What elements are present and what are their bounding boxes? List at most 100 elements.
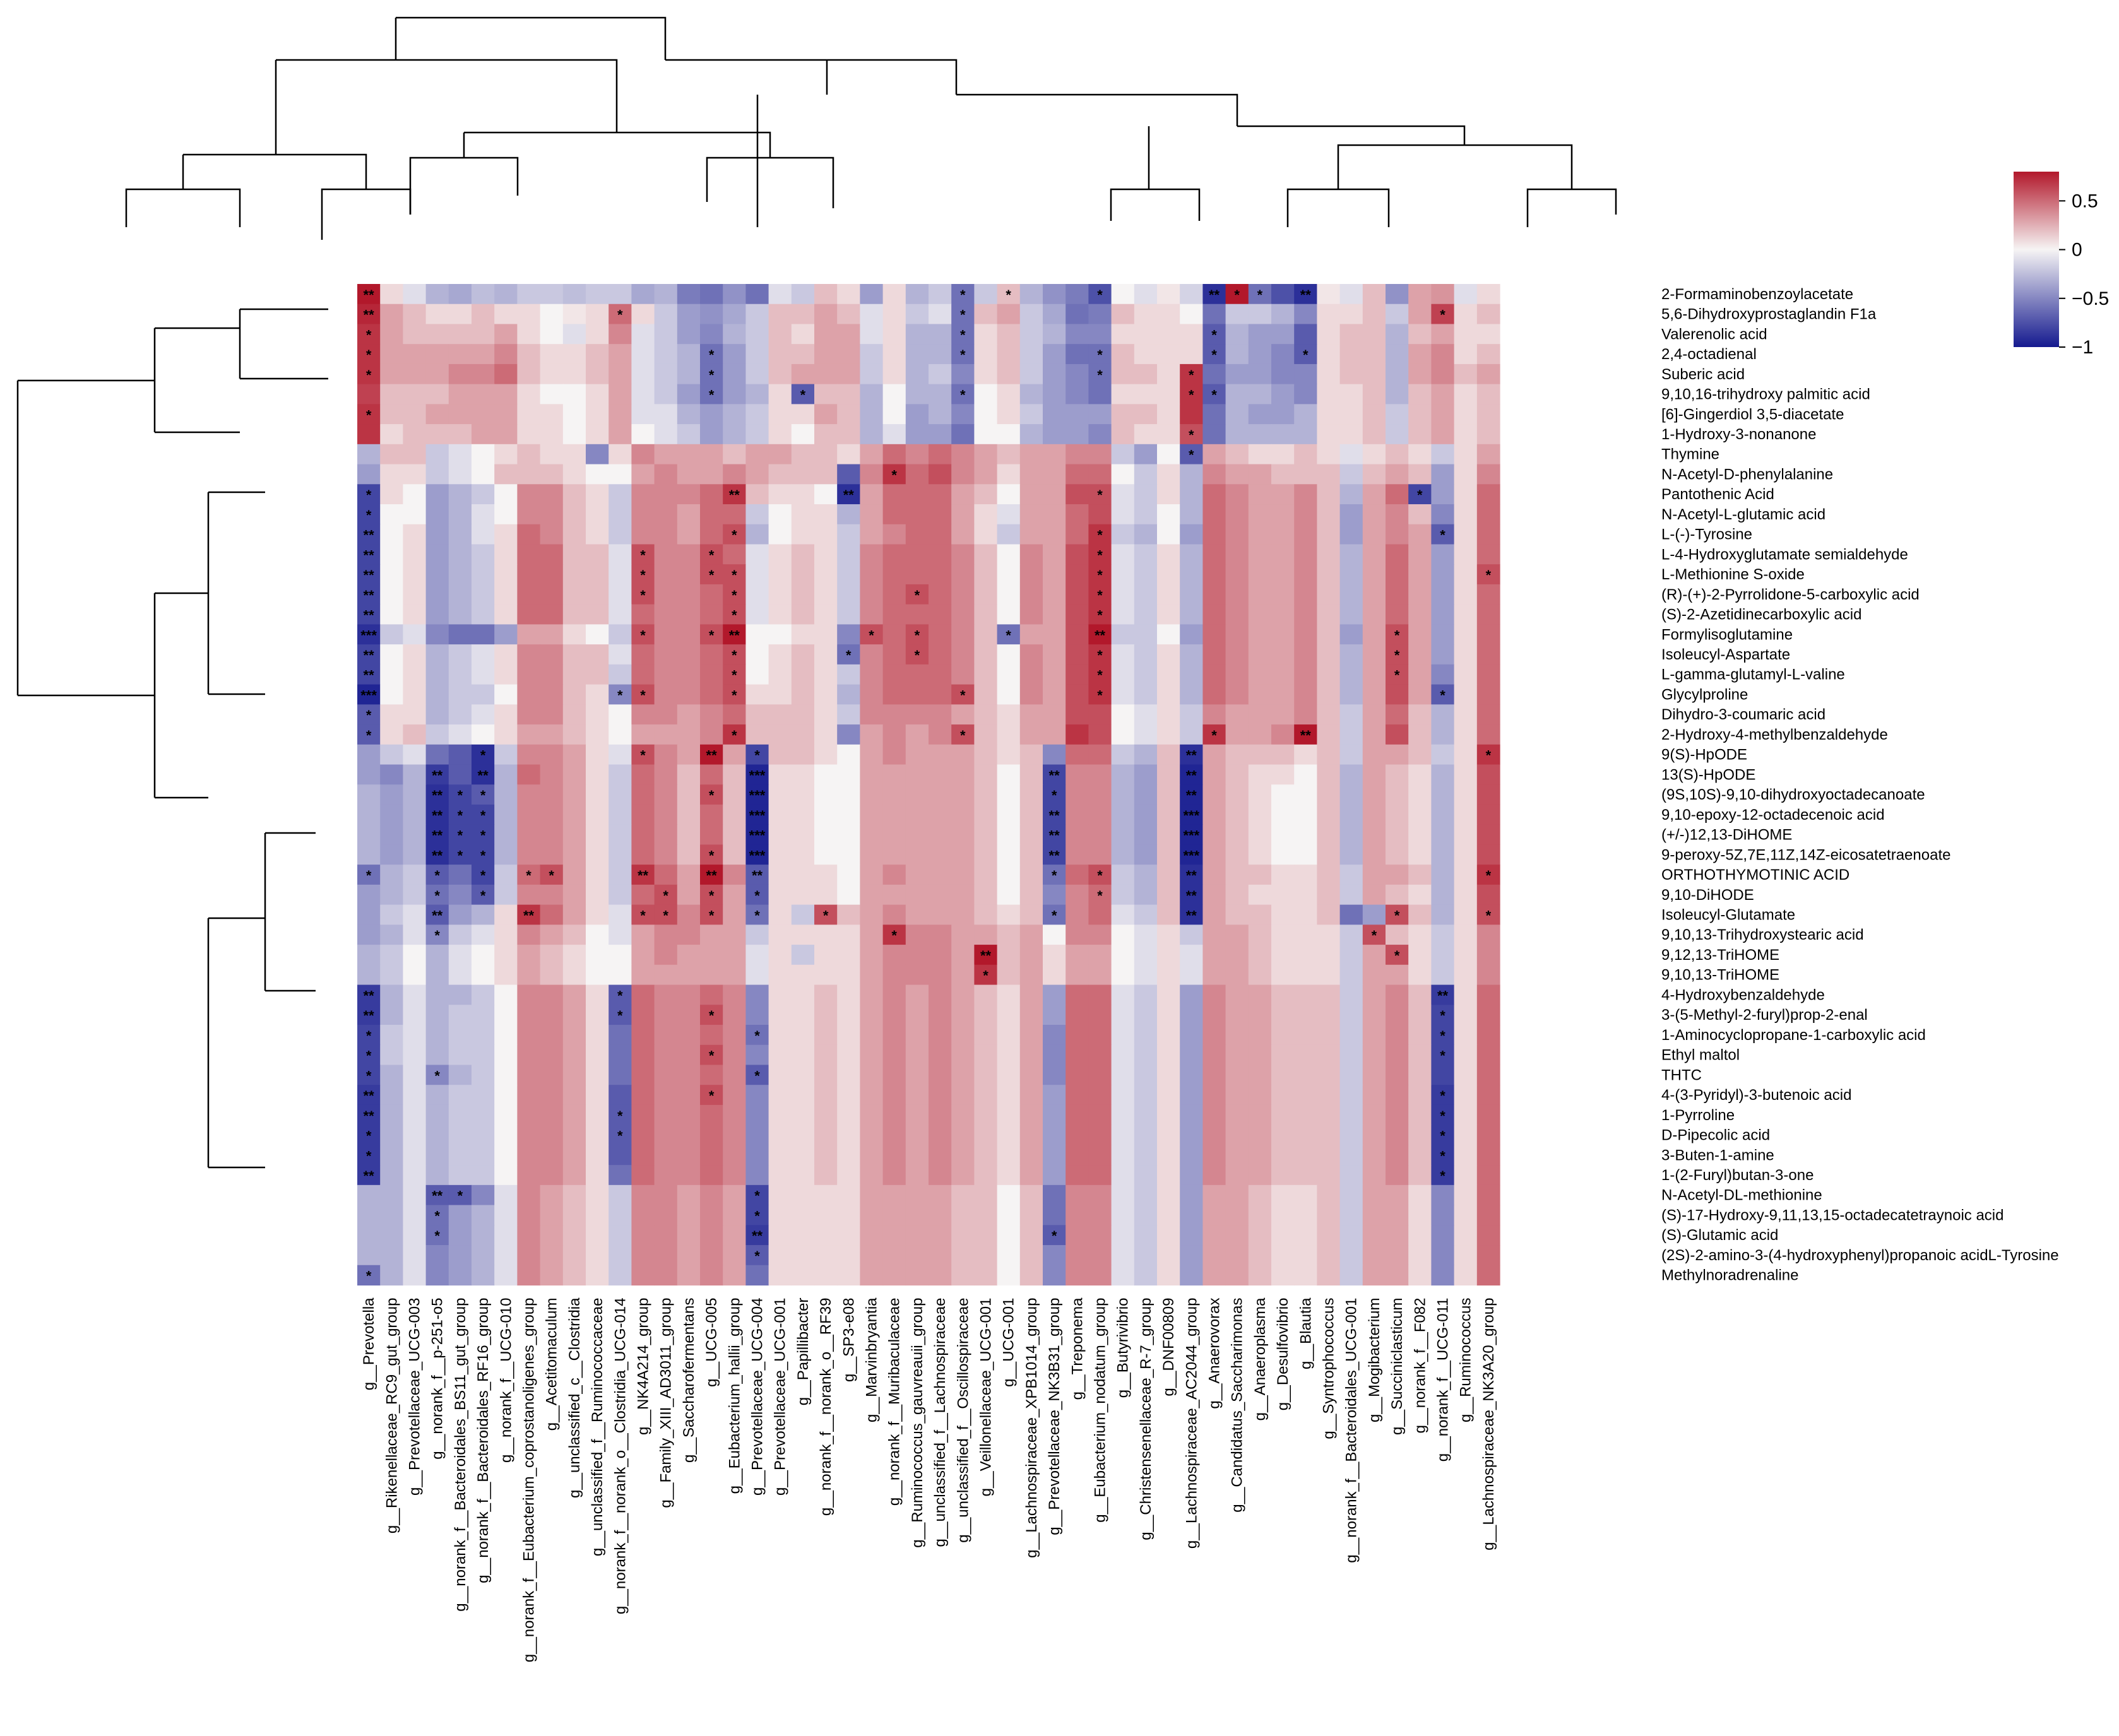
heatmap-cell — [631, 644, 655, 665]
heatmap-cell — [1157, 1044, 1180, 1066]
row-label: 2,4-octadienal — [1661, 346, 1757, 363]
heatmap-cell — [631, 684, 655, 705]
heatmap-cell — [1065, 384, 1089, 404]
heatmap-cell — [608, 764, 632, 785]
heatmap-cell — [882, 984, 906, 1005]
heatmap-cell — [814, 804, 838, 825]
heatmap-cell — [654, 1145, 678, 1166]
heatmap-cell — [700, 664, 723, 685]
heatmap-cell — [929, 544, 952, 565]
heatmap-cell — [882, 1225, 906, 1246]
heatmap-cell — [494, 1125, 518, 1145]
significance-marker: * — [754, 1188, 760, 1204]
heatmap-cell — [1088, 1165, 1112, 1186]
heatmap-cell — [677, 1005, 701, 1025]
significance-marker: * — [1211, 728, 1217, 743]
heatmap-cell — [1225, 844, 1249, 865]
heatmap-cell — [882, 344, 906, 365]
significance-marker: * — [709, 627, 715, 643]
heatmap-cell — [1454, 664, 1478, 685]
heatmap-cell — [540, 704, 564, 725]
heatmap-cell — [1431, 1044, 1455, 1066]
heatmap-cell — [631, 904, 655, 925]
heatmap-cell — [1225, 924, 1249, 945]
heatmap-cell — [1180, 1225, 1203, 1246]
heatmap-cell — [1019, 904, 1043, 925]
heatmap-cell — [1111, 624, 1135, 645]
heatmap-cell — [951, 444, 975, 465]
heatmap-cell — [974, 604, 998, 625]
heatmap-cell — [929, 904, 952, 925]
heatmap-cell — [1019, 784, 1043, 805]
heatmap-cell — [1065, 984, 1089, 1005]
heatmap-cell — [517, 284, 541, 305]
heatmap-cell — [472, 724, 495, 745]
row-label: N-Acetyl-DL-methionine — [1661, 1187, 1822, 1204]
heatmap-cell — [768, 344, 792, 365]
heatmap-cell — [1111, 865, 1135, 885]
heatmap-cell — [974, 1065, 998, 1085]
heatmap-cell — [1408, 524, 1432, 545]
heatmap-cell — [1339, 904, 1363, 925]
heatmap-cell — [1202, 544, 1226, 565]
heatmap-cell — [814, 904, 838, 925]
heatmap-cell — [677, 1165, 701, 1186]
heatmap-cell — [517, 1184, 541, 1206]
heatmap-cell — [494, 504, 518, 525]
heatmap-cell — [929, 1065, 952, 1085]
heatmap-cell — [1225, 1085, 1249, 1106]
heatmap-cell — [1043, 604, 1066, 625]
heatmap-cell — [1386, 484, 1409, 505]
heatmap-cell — [1019, 1085, 1043, 1106]
heatmap-cell — [654, 844, 678, 865]
heatmap-cell — [425, 884, 449, 906]
heatmap-cell — [791, 584, 815, 605]
heatmap-cell — [1431, 1165, 1455, 1186]
heatmap-cell — [768, 764, 792, 785]
heatmap-cell — [905, 304, 929, 325]
heatmap-cell — [631, 1265, 655, 1286]
heatmap-cell — [1408, 904, 1432, 925]
heatmap-cell — [1202, 684, 1226, 705]
heatmap-cell — [540, 1125, 564, 1145]
column-label: g__Desulfovibrio — [1274, 1298, 1291, 1411]
heatmap-cell — [1248, 964, 1272, 986]
heatmap-cell — [974, 424, 998, 445]
significance-marker: ** — [364, 528, 375, 543]
heatmap-cell — [745, 764, 769, 785]
heatmap-cell — [1317, 1085, 1341, 1106]
row-label: 13(S)-HpODE — [1661, 766, 1755, 783]
heatmap-cell — [562, 724, 586, 745]
heatmap-cell — [1180, 664, 1203, 685]
heatmap-cell — [700, 564, 723, 585]
heatmap-cell — [494, 1145, 518, 1166]
heatmap-cell — [1202, 1005, 1226, 1025]
heatmap-cell — [905, 624, 929, 645]
heatmap-cell — [517, 664, 541, 685]
heatmap-cell — [562, 384, 586, 404]
heatmap-cell — [1431, 904, 1455, 925]
heatmap-cell — [494, 1025, 518, 1046]
heatmap-cell — [1019, 824, 1043, 846]
heatmap-cell — [654, 404, 678, 425]
significance-marker: ** — [1186, 767, 1197, 783]
heatmap-cell — [905, 604, 929, 625]
heatmap-cell — [494, 824, 518, 846]
heatmap-cell — [791, 984, 815, 1005]
heatmap-cell — [1362, 1205, 1386, 1225]
heatmap-cell — [951, 844, 975, 865]
heatmap-cell — [1019, 865, 1043, 885]
heatmap-cell — [1065, 704, 1089, 725]
heatmap-cell — [425, 524, 449, 545]
column-label: g__Candidatus_Saccharimonas — [1229, 1298, 1246, 1513]
heatmap-cell — [586, 644, 609, 665]
heatmap-cell — [791, 504, 815, 525]
heatmap-cell — [1362, 624, 1386, 645]
heatmap-cell — [1454, 1165, 1478, 1186]
significance-marker: * — [366, 868, 372, 883]
heatmap-cell — [380, 1184, 403, 1206]
heatmap-cell — [997, 304, 1021, 325]
heatmap-cell — [700, 724, 723, 745]
heatmap-cell — [1271, 344, 1295, 365]
heatmap-cell — [586, 744, 609, 765]
